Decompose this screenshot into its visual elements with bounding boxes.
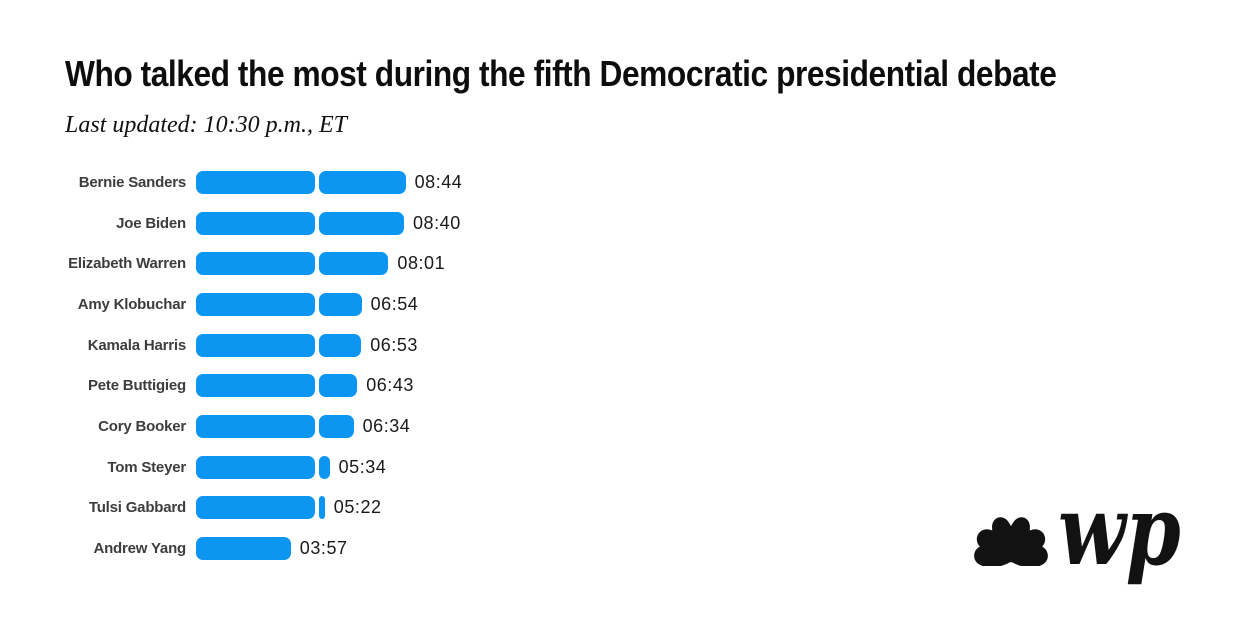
- chart-row: Tom Steyer 05:34: [0, 447, 700, 488]
- speaking-time-value: 05:22: [333, 497, 382, 518]
- bar-segment-second: [319, 211, 404, 235]
- bar-chart: Bernie Sanders 08:44 Joe Biden 08:40 Elizabe…: [0, 162, 700, 569]
- speaking-time-value: 06:53: [370, 334, 418, 355]
- bar-segment-first: [196, 170, 315, 194]
- bar-segment-second: [319, 333, 362, 357]
- speaking-time-value: 08:40: [413, 212, 461, 233]
- bar-segment-first: [196, 333, 315, 357]
- bar-group: [196, 537, 291, 561]
- speaking-time-value: 05:34: [338, 456, 387, 477]
- speaking-time-value: 03:57: [299, 538, 348, 559]
- speaking-time-value: 08:01: [397, 253, 446, 274]
- bar-segment-first: [196, 374, 315, 398]
- chart-row: Pete Buttigieg 06:43: [0, 365, 700, 406]
- candidate-name-label: Bernie Sanders: [78, 173, 186, 191]
- candidate-name-label: Andrew Yang: [93, 540, 186, 558]
- candidate-name-label: Kamala Harris: [87, 336, 186, 354]
- candidate-name-label: Amy Klobuchar: [77, 295, 186, 313]
- washington-post-wp-logo: wp: [1058, 474, 1181, 587]
- speaking-time-value: 06:54: [370, 293, 419, 314]
- chart-row: Kamala Harris 06:53: [0, 325, 700, 366]
- bar-segment-second: [319, 292, 362, 316]
- bar-group: [196, 292, 362, 316]
- bar-segment-first: [196, 455, 315, 479]
- chart-row: Elizabeth Warren 08:01: [0, 243, 700, 284]
- chart-row: Tulsi Gabbard 05:22: [0, 488, 700, 529]
- chart-row: Andrew Yang 03:57: [0, 528, 700, 569]
- bar-segment-first: [196, 496, 315, 520]
- candidate-name-label: Cory Booker: [98, 417, 186, 435]
- bar-segment-first: [196, 292, 315, 316]
- speaking-time-value: 06:43: [366, 375, 414, 396]
- bar-segment-first: [196, 211, 315, 235]
- bar-group: [196, 252, 389, 276]
- candidate-name-label: Tom Steyer: [107, 458, 186, 476]
- bar-segment-second: [319, 252, 389, 276]
- bar-group: [196, 414, 354, 438]
- speaking-time-value: 08:44: [414, 171, 463, 192]
- candidate-name-label: Pete Buttigieg: [87, 377, 186, 395]
- bar-segment-second: [319, 414, 354, 438]
- chart-row: Cory Booker 06:34: [0, 406, 700, 447]
- bar-group: [196, 374, 358, 398]
- chart-row: Bernie Sanders 08:44: [0, 162, 700, 203]
- nbc-peacock-icon: [971, 514, 1051, 566]
- chart-row: Amy Klobuchar 06:54: [0, 284, 700, 325]
- speaking-time-value: 06:34: [362, 415, 411, 436]
- bar-segment-second: [319, 455, 330, 479]
- bar-group: [196, 496, 325, 520]
- bar-segment-second: [319, 496, 325, 520]
- bar-segment-second: [319, 374, 358, 398]
- bar-segment-first: [196, 252, 315, 276]
- last-updated-note: Last updated: 10:30 p.m., ET: [65, 112, 347, 138]
- candidate-name-label: Tulsi Gabbard: [88, 499, 186, 517]
- bar-segment-second: [319, 170, 406, 194]
- bar-group: [196, 170, 406, 194]
- candidate-name-label: Elizabeth Warren: [68, 255, 186, 273]
- candidate-name-label: Joe Biden: [116, 214, 186, 232]
- bar-segment-first: [196, 537, 291, 561]
- page-title: Who talked the most during the fifth Dem…: [65, 53, 1057, 94]
- chart-row: Joe Biden 08:40: [0, 203, 700, 244]
- bar-group: [196, 211, 404, 235]
- bar-group: [196, 333, 362, 357]
- bar-group: [196, 455, 330, 479]
- bar-segment-first: [196, 414, 315, 438]
